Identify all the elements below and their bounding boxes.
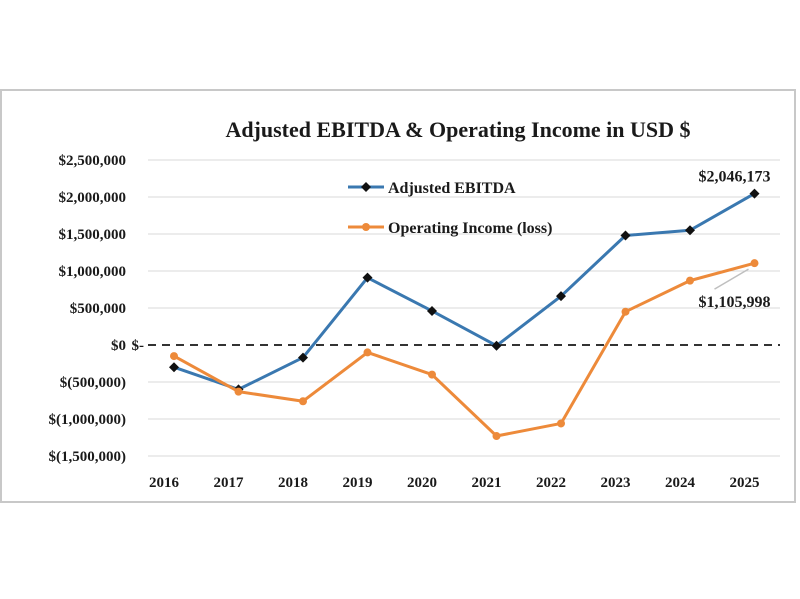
data-point xyxy=(749,188,760,199)
legend: Adjusted EBITDA Operating Income (loss) xyxy=(348,180,552,237)
y-tick-label: $(1,500,000) xyxy=(49,449,127,465)
y-tick-label: $500,000 xyxy=(70,301,126,317)
legend-marker-0 xyxy=(361,182,371,192)
data-point xyxy=(492,432,501,441)
annotations: $2,046,173 $1,105,998 xyxy=(699,169,771,312)
data-point xyxy=(750,259,759,268)
data-point xyxy=(234,387,243,396)
legend-label-0: Adjusted EBITDA xyxy=(388,180,516,197)
y-tick-label: $1,500,000 xyxy=(59,227,127,243)
data-point xyxy=(491,340,502,351)
data-point xyxy=(299,397,307,406)
data-point xyxy=(169,362,179,373)
y-tick-label: $(500,000) xyxy=(60,375,126,391)
x-tick-label: 2016 xyxy=(149,475,180,491)
data-point xyxy=(170,352,178,361)
data-point xyxy=(686,276,694,285)
data-point xyxy=(557,419,565,428)
data-point xyxy=(362,272,373,283)
series-line-0 xyxy=(173,192,756,391)
data-label: $1,105,998 xyxy=(699,294,771,311)
x-tick-label: 2024 xyxy=(665,475,696,491)
legend-label-1: Operating Income (loss) xyxy=(388,220,552,237)
y-tick-label: $2,500,000 xyxy=(59,153,127,169)
x-tick-label: 2020 xyxy=(407,475,437,491)
line-chart: Adjusted EBITDA & Operating Income in US… xyxy=(49,117,780,491)
data-point xyxy=(620,230,631,241)
data-label: $2,046,173 xyxy=(699,169,771,186)
data-point xyxy=(428,370,436,379)
series-line-1 xyxy=(173,261,755,438)
data-point xyxy=(685,225,695,236)
y-tick-label: $0 xyxy=(111,338,126,354)
chart-title: Adjusted EBITDA & Operating Income in US… xyxy=(225,117,690,142)
series-lines xyxy=(169,188,760,441)
axes: $2,500,000 $2,000,000 $1,500,000 $1,000,000… xyxy=(49,153,760,491)
y-tick-label: $(1,000,000) xyxy=(49,412,127,428)
x-tick-label: 2019 xyxy=(343,475,373,491)
zero-dash-label: $- xyxy=(132,338,145,354)
gridlines xyxy=(148,159,780,457)
x-tick-label: 2021 xyxy=(472,475,502,491)
annotation-leader xyxy=(714,268,749,290)
data-point xyxy=(556,291,566,302)
x-tick-label: 2017 xyxy=(214,475,245,491)
x-tick-label: 2018 xyxy=(278,475,308,491)
x-tick-label: 2025 xyxy=(730,475,760,491)
x-tick-label: 2023 xyxy=(601,475,631,491)
x-tick-label: 2022 xyxy=(536,475,566,491)
y-tick-label: $1,000,000 xyxy=(59,264,127,280)
y-tick-label: $2,000,000 xyxy=(59,190,127,206)
data-point xyxy=(298,352,308,363)
data-point xyxy=(427,305,437,316)
legend-marker-1 xyxy=(362,223,370,231)
chart-frame: Adjusted EBITDA & Operating Income in US… xyxy=(0,89,796,503)
data-point xyxy=(363,348,372,357)
data-point xyxy=(621,307,630,316)
